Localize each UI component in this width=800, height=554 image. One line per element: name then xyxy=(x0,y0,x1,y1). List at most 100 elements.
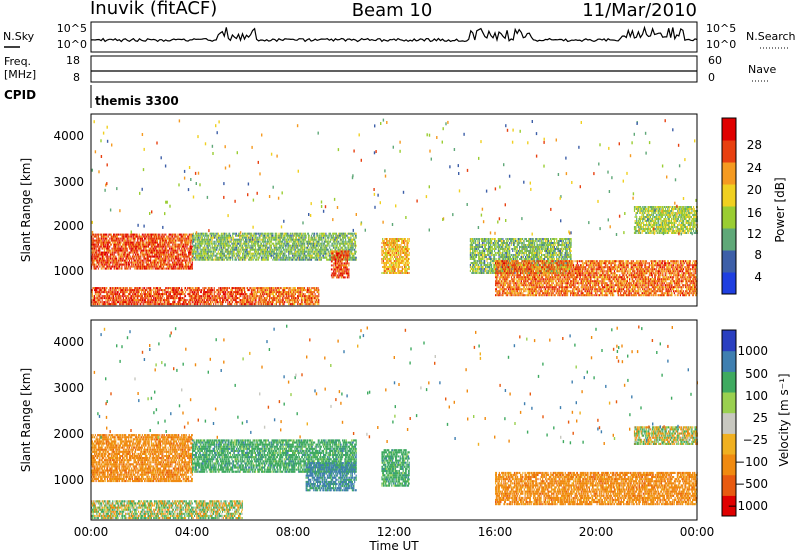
heatmap-cell xyxy=(238,256,240,259)
heatmap-cell xyxy=(213,246,215,249)
heatmap-cell xyxy=(304,244,306,247)
heatmap-cell xyxy=(231,246,233,249)
heatmap-cell xyxy=(141,241,143,244)
heatmap-cell xyxy=(131,247,133,250)
heatmap-cell xyxy=(191,299,193,302)
heatmap-cell xyxy=(136,245,138,248)
heatmap-cell xyxy=(116,261,118,264)
heatmap-cell xyxy=(206,299,208,302)
heatmap-cell xyxy=(228,303,231,306)
heatmap-cell xyxy=(153,295,156,298)
heatmap-cell xyxy=(267,240,269,243)
heatmap-cell xyxy=(132,261,134,264)
heatmap-cell xyxy=(119,247,121,250)
heatmap-cell xyxy=(223,258,225,261)
heatmap-cell xyxy=(92,263,94,266)
heatmap-cell xyxy=(190,287,192,290)
heatmap-cell xyxy=(113,259,115,262)
heatmap-cell xyxy=(147,265,149,268)
heatmap-cell xyxy=(131,261,133,264)
heatmap-cell xyxy=(94,293,96,296)
heatmap-cell xyxy=(158,291,160,294)
beam-title: Beam 10 xyxy=(352,0,433,21)
heatmap-cell xyxy=(128,253,130,256)
heatmap-cell xyxy=(267,240,269,243)
heatmap-cell xyxy=(175,291,177,294)
heatmap-cell xyxy=(199,232,201,235)
heatmap-cell xyxy=(306,256,308,259)
heatmap-cell xyxy=(354,242,357,245)
heatmap-cell xyxy=(239,252,241,255)
heatmap-cell xyxy=(141,261,143,264)
heatmap-cell xyxy=(130,297,132,300)
heatmap-cell xyxy=(182,247,184,250)
heatmap-cell xyxy=(177,263,179,266)
heatmap-cell xyxy=(137,263,139,266)
heatmap-cell xyxy=(152,233,154,236)
heatmap-cell xyxy=(275,236,277,239)
heatmap-cell xyxy=(244,252,246,255)
heatmap-cell xyxy=(199,252,201,255)
heatmap-cell xyxy=(160,255,162,258)
heatmap-cell xyxy=(254,258,257,261)
heatmap-cell xyxy=(152,265,154,268)
heatmap-cell xyxy=(307,242,310,245)
heatmap-cell xyxy=(279,238,282,241)
heatmap-cell xyxy=(209,303,212,306)
heatmap-cell xyxy=(159,299,162,302)
heatmap-cell xyxy=(229,250,232,253)
heatmap-cell xyxy=(172,297,174,300)
heatmap-cell xyxy=(186,255,188,258)
heatmap-cell xyxy=(113,233,115,236)
heatmap-cell xyxy=(174,233,176,236)
heatmap-cell xyxy=(103,257,105,260)
heatmap-cell xyxy=(352,246,354,249)
heatmap-cell xyxy=(215,297,217,300)
heatmap-cell xyxy=(208,240,210,243)
heatmap-cell xyxy=(203,258,205,261)
heatmap-cell xyxy=(234,299,236,302)
heatmap-cell xyxy=(131,295,133,298)
heatmap-cell xyxy=(194,289,196,292)
heatmap-cell xyxy=(193,250,195,253)
heatmap-cell xyxy=(138,241,140,244)
heatmap-cell xyxy=(131,265,133,268)
heatmap-cell xyxy=(91,243,93,246)
heatmap-cell xyxy=(143,291,145,294)
heatmap-cell xyxy=(324,246,326,249)
heatmap-cell xyxy=(115,239,117,242)
heatmap-cell xyxy=(149,297,151,300)
heatmap-cell xyxy=(289,236,291,239)
heatmap-cell xyxy=(301,258,303,261)
heatmap-cell xyxy=(298,250,300,253)
heatmap-cell xyxy=(242,254,244,257)
heatmap-cell xyxy=(345,246,347,249)
heatmap-cell xyxy=(238,297,240,300)
heatmap-cell xyxy=(184,245,187,248)
heatmap-cell xyxy=(105,301,107,304)
heatmap-cell xyxy=(97,291,99,294)
heatmap-cell xyxy=(223,246,225,249)
heatmap-cell xyxy=(163,237,165,240)
heatmap-cell xyxy=(161,301,163,304)
heatmap-cell xyxy=(107,241,109,244)
heatmap-cell xyxy=(349,248,351,251)
heatmap-cell xyxy=(119,295,121,298)
heatmap-cell xyxy=(295,250,297,253)
heatmap-cell xyxy=(91,295,93,298)
heatmap-cell xyxy=(97,235,99,238)
heatmap-cell xyxy=(107,261,109,264)
heatmap-cell xyxy=(302,252,304,255)
heatmap-cell xyxy=(194,303,196,306)
heatmap-cell xyxy=(352,244,354,247)
heatmap-cell xyxy=(276,246,278,249)
heatmap-cell xyxy=(227,301,229,304)
heatmap-cell xyxy=(125,261,127,264)
heatmap-cell xyxy=(154,265,156,268)
heatmap-cell xyxy=(98,253,100,256)
heatmap-cell xyxy=(128,291,131,294)
heatmap-cell xyxy=(157,261,159,264)
heatmap-cell xyxy=(175,245,177,248)
heatmap-cell xyxy=(192,258,194,261)
heatmap-cell xyxy=(306,246,308,249)
